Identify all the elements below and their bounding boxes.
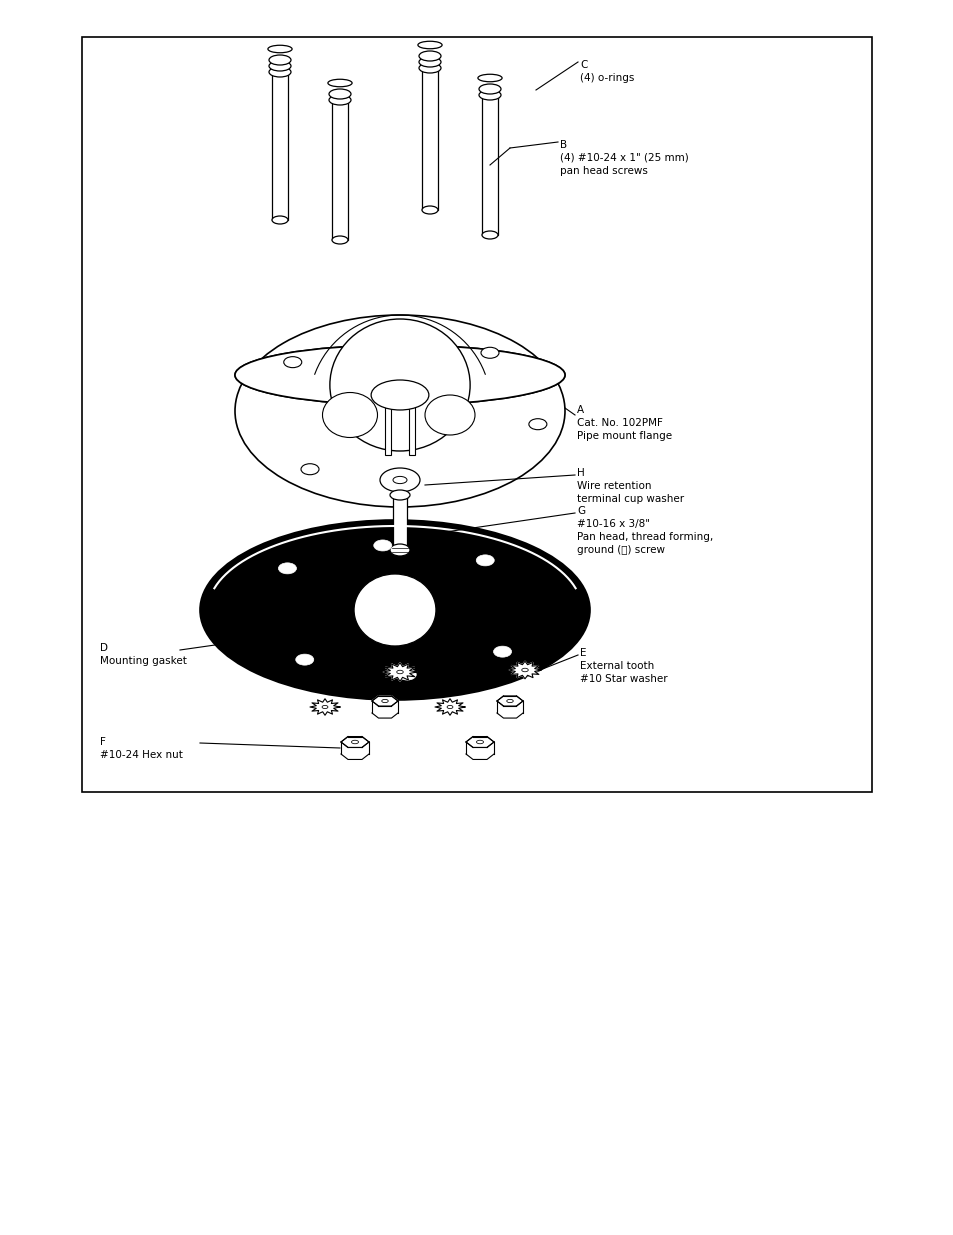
Ellipse shape bbox=[477, 74, 501, 82]
Bar bbox=[393, 495, 407, 550]
Ellipse shape bbox=[478, 84, 500, 94]
Text: Cat. No. 102PMF: Cat. No. 102PMF bbox=[577, 417, 662, 429]
Ellipse shape bbox=[234, 315, 564, 508]
Ellipse shape bbox=[354, 574, 436, 646]
Ellipse shape bbox=[418, 51, 440, 61]
Ellipse shape bbox=[418, 57, 440, 67]
Ellipse shape bbox=[506, 699, 513, 703]
Ellipse shape bbox=[374, 540, 392, 551]
Ellipse shape bbox=[351, 740, 358, 743]
Ellipse shape bbox=[328, 79, 352, 86]
Text: #10-16 x 3/8": #10-16 x 3/8" bbox=[577, 519, 649, 529]
Ellipse shape bbox=[480, 347, 498, 358]
Ellipse shape bbox=[329, 95, 351, 105]
Ellipse shape bbox=[269, 61, 291, 70]
Ellipse shape bbox=[521, 668, 528, 672]
Bar bbox=[332, 100, 348, 240]
Ellipse shape bbox=[417, 41, 441, 48]
Text: #10 Star washer: #10 Star washer bbox=[579, 674, 667, 684]
Ellipse shape bbox=[322, 393, 377, 437]
Ellipse shape bbox=[381, 699, 388, 703]
Ellipse shape bbox=[322, 705, 328, 709]
Ellipse shape bbox=[234, 345, 564, 405]
Text: A: A bbox=[577, 405, 583, 415]
Ellipse shape bbox=[329, 89, 351, 99]
Text: terminal cup washer: terminal cup washer bbox=[577, 494, 683, 504]
Ellipse shape bbox=[393, 477, 407, 484]
Polygon shape bbox=[497, 697, 522, 706]
Text: E: E bbox=[579, 648, 586, 658]
Bar bbox=[409, 395, 415, 454]
Text: Pipe mount flange: Pipe mount flange bbox=[577, 431, 672, 441]
Text: B: B bbox=[559, 140, 566, 149]
Ellipse shape bbox=[295, 655, 314, 666]
Ellipse shape bbox=[396, 671, 403, 674]
Ellipse shape bbox=[332, 236, 348, 245]
Text: Wire retention: Wire retention bbox=[577, 480, 651, 492]
Ellipse shape bbox=[301, 463, 318, 474]
Polygon shape bbox=[465, 736, 494, 747]
Ellipse shape bbox=[371, 380, 429, 410]
Ellipse shape bbox=[269, 56, 291, 65]
Ellipse shape bbox=[478, 90, 500, 100]
Ellipse shape bbox=[390, 543, 410, 556]
Ellipse shape bbox=[397, 669, 416, 680]
Ellipse shape bbox=[390, 490, 410, 500]
Ellipse shape bbox=[272, 216, 288, 224]
Polygon shape bbox=[340, 736, 369, 747]
Ellipse shape bbox=[424, 395, 475, 435]
Text: H: H bbox=[577, 468, 584, 478]
Text: External tooth: External tooth bbox=[579, 661, 654, 671]
Text: C: C bbox=[579, 61, 587, 70]
Bar bbox=[421, 68, 437, 210]
Bar bbox=[481, 95, 497, 235]
Ellipse shape bbox=[481, 231, 497, 240]
Ellipse shape bbox=[268, 46, 292, 53]
Text: (4) o-rings: (4) o-rings bbox=[579, 73, 634, 83]
Text: G: G bbox=[577, 506, 584, 516]
Ellipse shape bbox=[278, 563, 296, 574]
Polygon shape bbox=[372, 697, 397, 706]
Polygon shape bbox=[435, 699, 464, 715]
Ellipse shape bbox=[476, 740, 483, 743]
Polygon shape bbox=[382, 663, 416, 682]
Ellipse shape bbox=[283, 357, 301, 368]
Ellipse shape bbox=[447, 705, 453, 709]
Text: D: D bbox=[100, 643, 108, 653]
Bar bbox=[385, 395, 391, 454]
Ellipse shape bbox=[234, 345, 564, 405]
Text: F: F bbox=[100, 737, 106, 747]
Ellipse shape bbox=[330, 319, 470, 451]
Text: Pan head, thread forming,: Pan head, thread forming, bbox=[577, 532, 713, 542]
Text: (4) #10-24 x 1" (25 mm): (4) #10-24 x 1" (25 mm) bbox=[559, 153, 688, 163]
Ellipse shape bbox=[421, 206, 437, 214]
Ellipse shape bbox=[200, 520, 589, 700]
Polygon shape bbox=[310, 699, 339, 715]
Ellipse shape bbox=[269, 67, 291, 77]
Ellipse shape bbox=[379, 468, 419, 492]
Ellipse shape bbox=[476, 555, 494, 566]
Polygon shape bbox=[509, 661, 540, 679]
Text: #10-24 Hex nut: #10-24 Hex nut bbox=[100, 750, 183, 760]
Text: Mounting gasket: Mounting gasket bbox=[100, 656, 187, 666]
Bar bbox=[272, 72, 288, 220]
Ellipse shape bbox=[418, 63, 440, 73]
Ellipse shape bbox=[528, 419, 546, 430]
Text: ground (⏚) screw: ground (⏚) screw bbox=[577, 545, 664, 555]
Bar bbox=[82, 37, 871, 792]
Ellipse shape bbox=[493, 646, 511, 657]
Text: pan head screws: pan head screws bbox=[559, 165, 647, 177]
